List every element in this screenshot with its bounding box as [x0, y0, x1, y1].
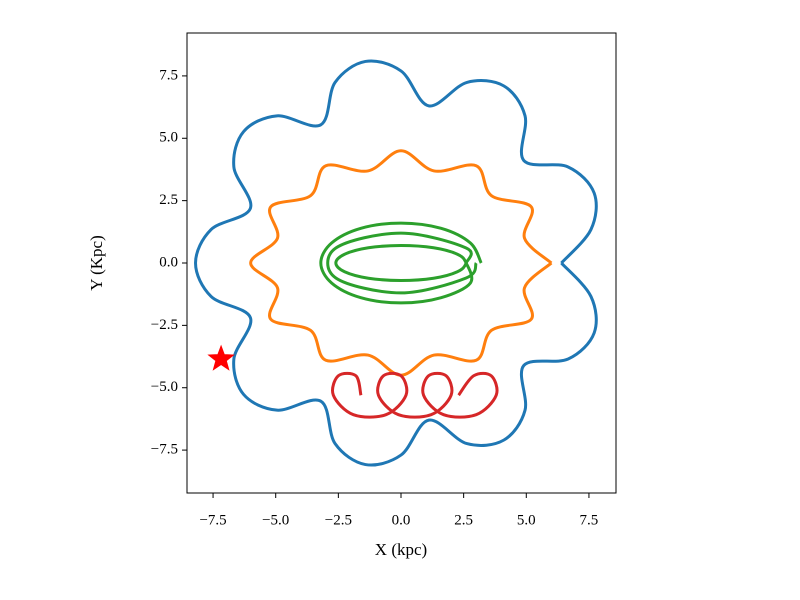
- orbit-line: [194, 59, 598, 467]
- x-tick-label: 2.5: [454, 512, 473, 528]
- x-tick-label: −2.5: [325, 512, 352, 528]
- y-tick-label: −2.5: [151, 317, 178, 333]
- x-tick-label: 7.5: [580, 512, 599, 528]
- x-axis-title: X (kpc): [375, 540, 427, 559]
- star-marker: [207, 344, 235, 371]
- x-tick-label: −5.0: [262, 512, 289, 528]
- y-tick-label: −5.0: [151, 379, 178, 395]
- y-axis-title: Y (Kpc): [87, 235, 106, 291]
- x-tick-label: −7.5: [199, 512, 226, 528]
- y-tick-label: 0.0: [159, 254, 178, 270]
- x-tick-label: 5.0: [517, 512, 536, 528]
- y-tick-label: 2.5: [159, 192, 178, 208]
- y-tick-label: −7.5: [151, 442, 178, 458]
- plot-frame: [186, 32, 617, 494]
- orbit-line: [331, 371, 499, 419]
- y-tick-label: 7.5: [159, 67, 178, 83]
- x-tick-label: 0.0: [392, 512, 411, 528]
- y-tick-label: 5.0: [159, 130, 178, 146]
- orbit-line: [249, 149, 553, 377]
- orbit-line: [319, 221, 483, 305]
